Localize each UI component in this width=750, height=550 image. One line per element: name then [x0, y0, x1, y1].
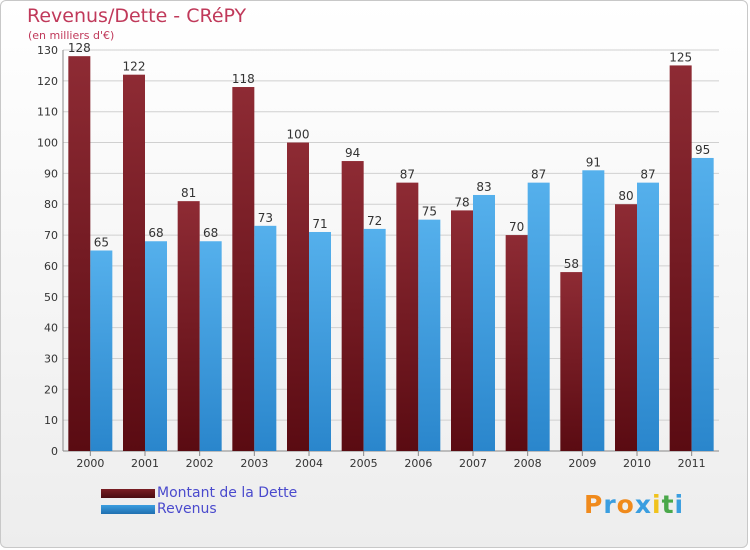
y-tick-label: 100 — [37, 137, 58, 150]
bar-revenus — [309, 231, 331, 451]
bar-revenus — [582, 170, 605, 452]
data-label-revenus: 95 — [695, 143, 710, 157]
data-label-dette: 94 — [345, 146, 360, 160]
data-label-revenus: 91 — [586, 155, 601, 169]
y-tick-label: 130 — [37, 44, 58, 57]
logo-letter-3: x — [634, 490, 652, 519]
x-tick-label: 2002 — [186, 457, 214, 470]
x-tick-label: 2004 — [295, 457, 323, 470]
bar-revenus — [90, 250, 113, 451]
data-label-dette: 81 — [181, 186, 196, 200]
bar-revenus — [418, 219, 441, 451]
data-label-revenus: 73 — [258, 211, 273, 225]
y-tick-label: 80 — [44, 198, 58, 211]
data-label-dette: 70 — [509, 220, 524, 234]
logo-letter-1: r — [603, 490, 617, 519]
logo-letter-2: o — [616, 490, 635, 519]
y-tick-label: 40 — [44, 322, 58, 335]
x-tick-label: 2009 — [568, 457, 596, 470]
data-label-dette: 78 — [454, 195, 469, 209]
bar-dette — [341, 161, 364, 452]
bar-revenus — [199, 241, 222, 451]
bar-revenus — [145, 241, 167, 451]
y-tick-label: 120 — [37, 75, 58, 88]
data-label-dette: 118 — [232, 72, 255, 86]
data-label-dette: 100 — [287, 128, 310, 142]
legend-label-revenus: Revenus — [157, 501, 217, 517]
data-label-revenus: 71 — [312, 217, 327, 231]
y-tick-label: 20 — [44, 383, 58, 396]
logo-letter-4: i — [652, 490, 662, 519]
bar-dette — [232, 87, 255, 451]
data-label-revenus: 75 — [422, 205, 437, 219]
bar-dette — [123, 74, 145, 451]
logo-letter-6: i — [674, 490, 685, 519]
bar-dette — [287, 142, 309, 452]
data-label-dette: 58 — [564, 257, 579, 271]
bar-dette — [451, 210, 473, 451]
data-label-revenus: 68 — [148, 226, 163, 240]
logo-letter-5: t — [661, 490, 675, 519]
bar-revenus — [691, 157, 714, 451]
x-tick-label: 2006 — [404, 457, 432, 470]
x-tick-label: 2008 — [514, 457, 542, 470]
data-label-dette: 80 — [618, 189, 633, 203]
x-tick-label: 2011 — [678, 457, 706, 470]
y-tick-label: 30 — [44, 352, 58, 365]
data-label-revenus: 68 — [203, 226, 218, 240]
x-tick-label: 2003 — [240, 457, 268, 470]
x-tick-label: 2010 — [623, 457, 651, 470]
chart-title: Revenus/Dette - CRéPY — [27, 5, 247, 27]
legend-swatch-revenus — [101, 505, 155, 514]
bar-revenus — [637, 182, 659, 451]
data-label-revenus: 83 — [476, 180, 491, 194]
y-tick-label: 50 — [44, 291, 58, 304]
data-label-dette: 122 — [123, 60, 146, 74]
y-tick-label: 70 — [44, 229, 58, 242]
bar-dette — [560, 272, 583, 451]
data-label-revenus: 72 — [367, 214, 382, 228]
legend-swatch-dette — [101, 489, 155, 498]
bar-dette — [505, 235, 528, 451]
y-tick-label: 110 — [37, 106, 58, 119]
y-tick-label: 60 — [44, 260, 58, 273]
data-label-dette: 125 — [669, 50, 692, 64]
x-tick-label: 2005 — [350, 457, 378, 470]
bar-dette — [615, 204, 637, 451]
data-label-dette: 128 — [68, 41, 91, 55]
x-tick-label: 2000 — [76, 457, 104, 470]
data-label-revenus: 87 — [531, 168, 546, 182]
bar-dette — [177, 201, 200, 451]
bar-revenus — [363, 228, 386, 451]
x-tick-label: 2001 — [131, 457, 159, 470]
y-tick-label: 0 — [51, 445, 58, 458]
data-label-revenus: 87 — [640, 168, 655, 182]
legend-label-dette: Montant de la Dette — [157, 485, 298, 501]
y-tick-label: 10 — [44, 414, 58, 427]
x-tick-label: 2007 — [459, 457, 487, 470]
chart-subtitle: (en milliers d'€) — [28, 29, 115, 42]
bar-dette — [396, 182, 419, 451]
data-label-dette: 87 — [400, 168, 415, 182]
bar-revenus — [527, 182, 550, 451]
bar-revenus — [473, 194, 495, 451]
proxiti-logo: Proxiti — [584, 490, 684, 519]
y-tick-label: 90 — [44, 167, 58, 180]
logo-letter-0: P — [584, 490, 604, 519]
bar-revenus — [254, 225, 277, 451]
data-label-revenus: 65 — [94, 236, 109, 250]
bar-dette — [669, 65, 692, 451]
bar-dette — [68, 56, 91, 452]
